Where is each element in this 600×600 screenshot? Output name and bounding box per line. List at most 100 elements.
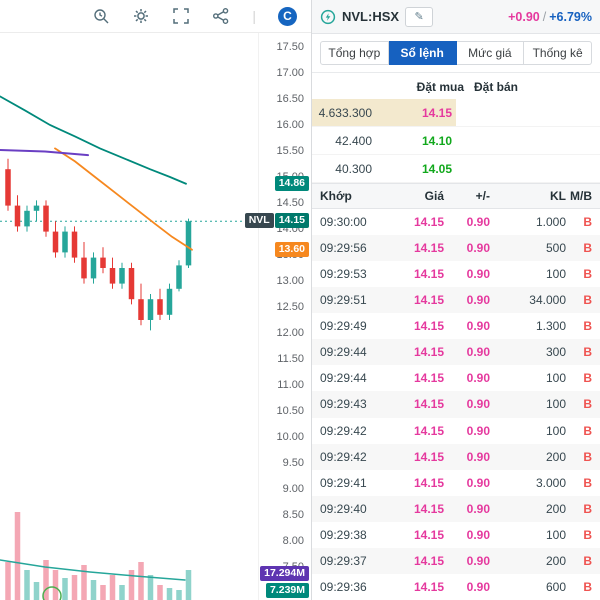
trade-row[interactable]: 09:30:00 14.15 0.90 1.000 B (312, 209, 600, 235)
orderbook-row[interactable]: 4.633.300 14.15 (312, 99, 600, 127)
edit-symbol-button[interactable]: ✎ (405, 6, 434, 27)
trade-price: 14.15 (413, 371, 444, 386)
trade-volume: 34.000 (529, 293, 566, 308)
trade-row[interactable]: 09:29:44 14.15 0.90 100 B (312, 365, 600, 391)
change-separator: / (542, 9, 547, 24)
share-icon[interactable] (212, 7, 230, 25)
sell-volume (536, 127, 600, 154)
trade-volume: 200 (545, 449, 566, 464)
orderbook-row[interactable]: 40.300 14.05 (312, 155, 600, 183)
trade-price: 14.15 (413, 553, 444, 568)
trade-row[interactable]: 09:29:42 14.15 0.90 200 B (312, 443, 600, 470)
price-tick: 11.50 (277, 353, 304, 365)
orderbook-row[interactable]: 42.400 14.10 (312, 127, 600, 155)
price-tick: 12.50 (276, 301, 304, 313)
trade-volume: 100 (545, 397, 566, 412)
trade-row[interactable]: 09:29:37 14.15 0.90 200 B (312, 547, 600, 574)
trade-time: 09:29:42 (320, 423, 367, 438)
trade-change: 0.90 (466, 579, 490, 594)
price-tick: 16.00 (276, 119, 304, 131)
tab-1[interactable]: Sổ lệnh (388, 41, 457, 65)
sell-column-header: Đặt bán (474, 80, 519, 94)
trade-side: B (583, 579, 592, 594)
pencil-icon: ✎ (414, 11, 424, 23)
price-tick: 12.00 (276, 327, 304, 339)
trade-time: 09:29:36 (320, 579, 367, 594)
trade-row[interactable]: 09:29:38 14.15 0.90 100 B (312, 522, 600, 548)
price-axis[interactable]: 17.50 17.00 16.50 16.00 15.50 15.00 14.50 14.00… (258, 0, 310, 600)
matched-col-header: M/B (570, 189, 592, 203)
trade-row[interactable]: 09:29:49 14.15 0.90 1.300 B (312, 313, 600, 339)
trade-side: B (583, 371, 592, 386)
price-tick: 9.50 (282, 457, 304, 469)
price-tick: 13.50 (276, 249, 304, 261)
matched-table-rows: 09:30:00 14.15 0.90 1.000 B 09:29:56 14.15 0.90… (312, 209, 600, 600)
market-status-icon (320, 9, 336, 25)
trade-side: B (583, 475, 592, 490)
trade-change: 0.90 (466, 527, 490, 542)
change-value: +0.90 (508, 9, 540, 24)
sell-volume (536, 99, 600, 126)
orderbook-header: Đặt mua Đặt bán (312, 73, 600, 99)
candles-layer (5, 158, 192, 331)
buy-price: 14.10 (421, 133, 452, 148)
trade-time: 09:29:44 (320, 371, 367, 386)
trade-side: B (583, 319, 592, 334)
trade-time: 09:30:00 (320, 215, 367, 230)
trade-side: B (583, 423, 592, 438)
trade-time: 09:29:37 (320, 553, 367, 568)
trade-price: 14.15 (413, 241, 444, 256)
trade-row[interactable]: 09:29:42 14.15 0.90 100 B (312, 418, 600, 444)
sell-price (456, 155, 536, 182)
price-tick: 14.00 (276, 223, 304, 235)
chart-panel[interactable]: 17.50 17.00 16.50 16.00 15.50 15.00 14.50 14.00… (0, 0, 312, 600)
trade-row[interactable]: 09:29:41 14.15 0.90 3.000 B (312, 470, 600, 496)
trade-side: B (583, 501, 592, 516)
tab-3[interactable]: Thống kê (524, 41, 592, 65)
trade-side: B (583, 527, 592, 542)
toolbar-divider: | (252, 8, 256, 24)
trade-change: 0.90 (466, 501, 490, 516)
buy-volume: 40.300 (335, 161, 372, 176)
settings-gear-icon[interactable] (132, 7, 150, 25)
trade-change: 0.90 (466, 293, 490, 308)
price-tick: 8.50 (282, 509, 304, 521)
trade-volume: 3.000 (535, 475, 566, 490)
trade-row[interactable]: 09:29:44 14.15 0.90 300 B (312, 339, 600, 366)
trade-row[interactable]: 09:29:43 14.15 0.90 100 B (312, 391, 600, 418)
trade-price: 14.15 (413, 267, 444, 282)
trade-change: 0.90 (466, 267, 490, 282)
volume-bars (5, 512, 192, 600)
buy-price: 14.05 (421, 161, 452, 176)
trade-volume: 100 (545, 423, 566, 438)
trade-row[interactable]: 09:29:36 14.15 0.90 600 B (312, 574, 600, 600)
sell-volume (536, 155, 600, 182)
trade-volume: 600 (545, 579, 566, 594)
trade-side: B (583, 553, 592, 568)
tab-2[interactable]: Mức giá (456, 41, 525, 65)
sell-price (456, 127, 536, 154)
trade-volume: 1.000 (535, 215, 566, 230)
matched-col-header: KL (550, 189, 566, 203)
price-tick: 13.00 (276, 275, 304, 287)
price-tick: 11.00 (277, 379, 304, 391)
zoom-history-icon[interactable] (92, 7, 110, 25)
candlestick-chart[interactable] (0, 0, 312, 600)
trade-change: 0.90 (466, 241, 490, 256)
matched-col-header: Giá (424, 189, 444, 203)
chart-toolbar: | C (0, 0, 311, 33)
trade-price: 14.15 (413, 449, 444, 464)
trade-row[interactable]: 09:29:53 14.15 0.90 100 B (312, 261, 600, 287)
volume-ma-line (0, 559, 186, 581)
fullscreen-icon[interactable] (172, 7, 190, 25)
trade-row[interactable]: 09:29:56 14.15 0.90 500 B (312, 235, 600, 262)
price-tick: 7.00 (282, 587, 304, 599)
trade-row[interactable]: 09:29:51 14.15 0.90 34.000 B (312, 287, 600, 314)
matched-col-header: +/- (475, 189, 490, 203)
orderbook-sellvol-header (544, 80, 592, 94)
trade-row[interactable]: 09:29:40 14.15 0.90 200 B (312, 495, 600, 522)
tab-0[interactable]: Tổng hợp (320, 41, 389, 65)
brand-logo[interactable]: C (278, 6, 297, 26)
trade-price: 14.15 (413, 319, 444, 334)
